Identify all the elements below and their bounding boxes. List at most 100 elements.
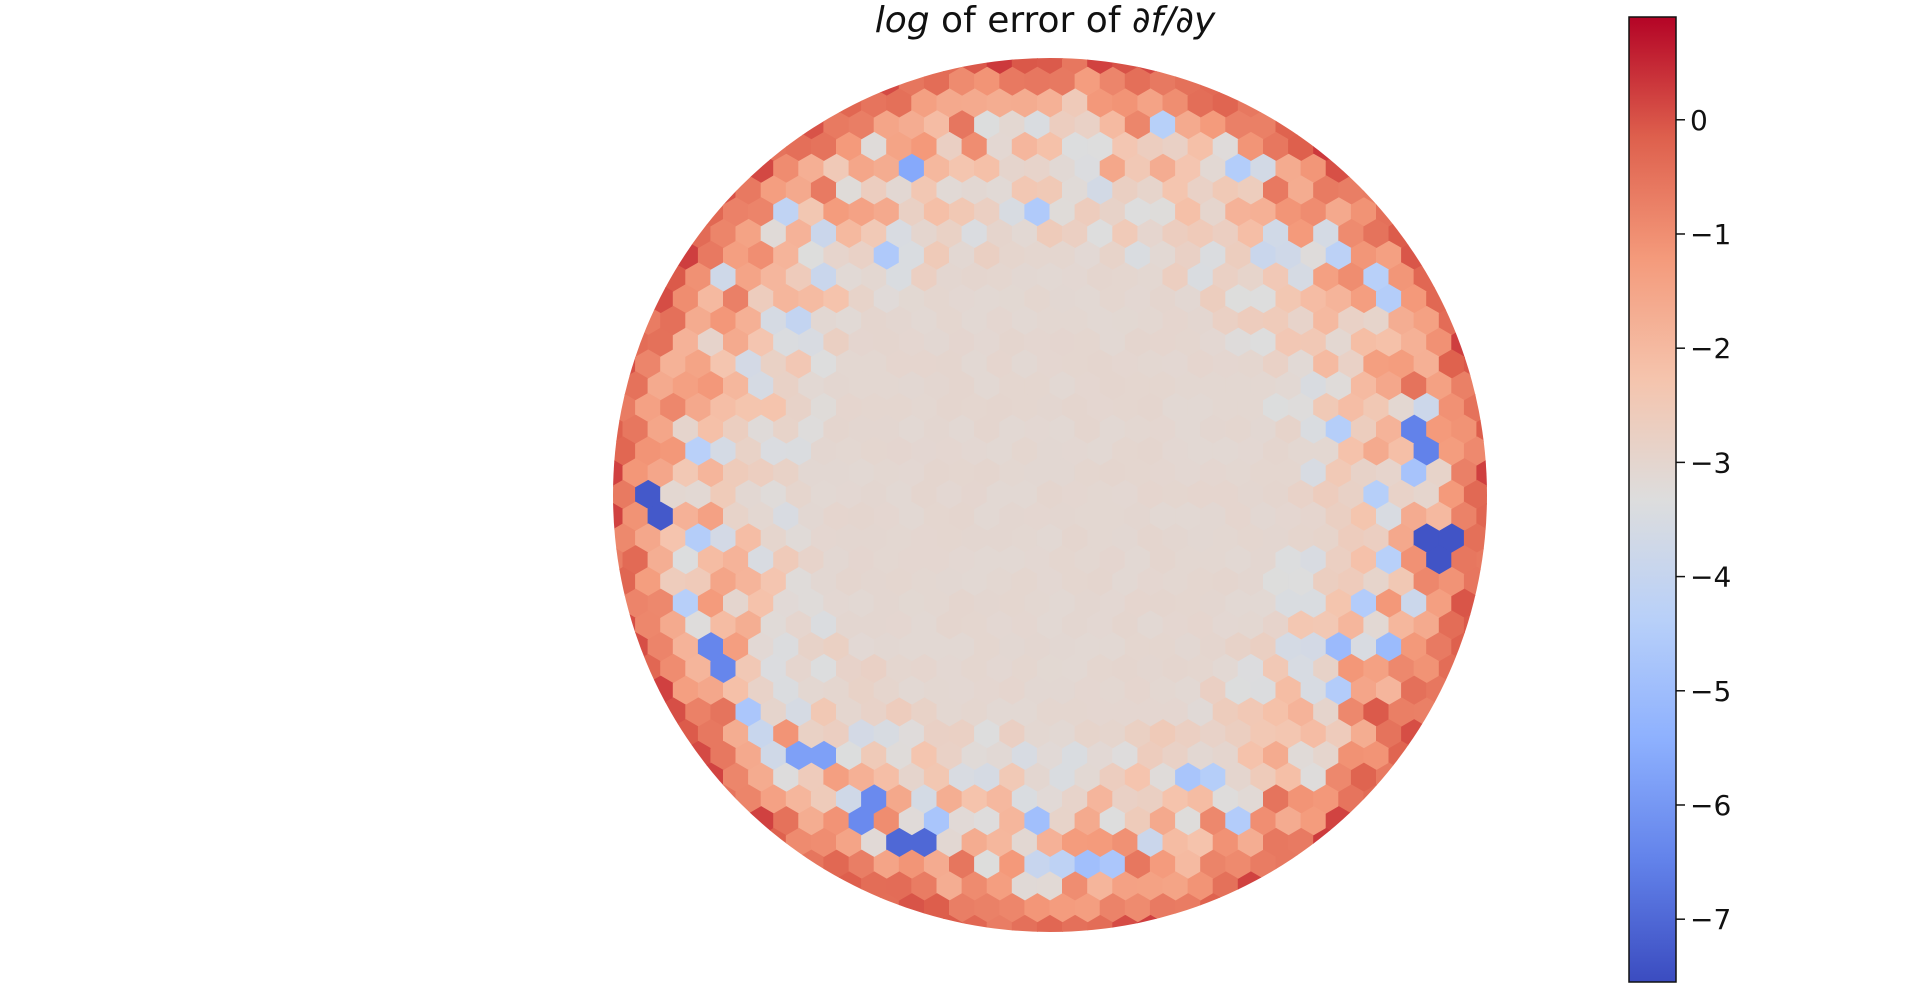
hex-cell (1212, 566, 1239, 598)
hex-cell (1124, 414, 1151, 445)
hex-cell (1338, 740, 1365, 772)
hex-cell (861, 610, 888, 641)
hex-cell (1049, 284, 1076, 315)
hex-cell (1074, 675, 1101, 706)
hex-cell (1237, 218, 1264, 250)
hex-cell (1388, 436, 1415, 467)
hex-cell (1401, 284, 1428, 315)
hex-cell (1363, 653, 1390, 685)
hex-cell (760, 523, 787, 554)
hex-cell (760, 697, 787, 728)
hex-cell (748, 240, 775, 271)
hex-cell (647, 632, 674, 663)
hex-cell (1300, 458, 1327, 489)
hex-cell (911, 218, 938, 250)
hex-cell (1124, 153, 1151, 184)
hex-cell (798, 458, 825, 489)
hex-cell (1049, 458, 1076, 489)
hex-cell (1024, 284, 1051, 315)
hex-cell (1074, 371, 1101, 402)
hex-cell (1175, 719, 1202, 750)
hex-cell (1036, 914, 1064, 932)
hex-cell (1476, 588, 1487, 619)
hex-cell (1112, 349, 1139, 380)
hex-cell (1074, 327, 1101, 358)
hex-cell (1200, 501, 1227, 532)
hex-cell (1087, 479, 1114, 511)
hex-cell (1024, 893, 1051, 924)
hex-cell (1162, 218, 1189, 250)
hex-cell (760, 175, 787, 206)
hex-cell (923, 762, 951, 793)
hex-cell (999, 458, 1026, 489)
hex-cell (848, 371, 875, 402)
hex-cell (1451, 458, 1478, 489)
hex-cell (685, 566, 712, 598)
hex-cell (961, 218, 988, 250)
hex-cell (1099, 719, 1126, 750)
hex-cell (1187, 740, 1214, 772)
hex-cell (1350, 588, 1377, 619)
hex-cell (848, 501, 875, 532)
hex-cell (1099, 632, 1126, 663)
hex-cell (1200, 675, 1227, 706)
hex-cell (1225, 632, 1252, 663)
hex-cell (1288, 436, 1315, 467)
hex-cell (898, 414, 925, 445)
hex-cell (1036, 871, 1064, 902)
hex-cell (1074, 632, 1101, 663)
hex-cell (848, 806, 875, 837)
hex-cell (685, 262, 712, 293)
hex-cell (723, 632, 750, 663)
hex-cell (1263, 523, 1290, 554)
hex-cell (1011, 175, 1038, 206)
hex-cell (936, 305, 963, 337)
hex-cell (1250, 762, 1277, 793)
hex-cell (999, 66, 1026, 97)
hex-cell (911, 305, 938, 337)
hex-cell (999, 849, 1026, 880)
hex-cell (823, 632, 850, 663)
hex-cell (1011, 827, 1038, 859)
hex-cell (911, 479, 938, 511)
hex-cell (873, 849, 900, 880)
hex-cell (1237, 697, 1264, 728)
hex-cell (1413, 653, 1440, 685)
hex-cell (1062, 610, 1089, 641)
hex-cell (949, 240, 976, 271)
hex-cell (1099, 893, 1126, 924)
hex-cell (1087, 653, 1114, 685)
hex-cell (1124, 327, 1151, 358)
hex-cell (986, 305, 1013, 337)
hex-cell (1099, 197, 1126, 228)
hex-cell (1087, 175, 1114, 206)
hex-cell (1149, 762, 1177, 793)
hex-cell (723, 153, 750, 184)
hex-cell (798, 588, 825, 619)
hex-cell (785, 175, 812, 206)
hex-cell (923, 110, 951, 141)
hex-cell (1024, 414, 1051, 445)
hex-cell (974, 849, 1001, 880)
hex-cell (1074, 284, 1101, 315)
hex-cell (1036, 305, 1064, 337)
hex-cell (613, 458, 624, 489)
hex-cell (798, 327, 825, 358)
hex-cell (798, 806, 825, 837)
hex-cell (672, 371, 699, 402)
hex-cell (735, 697, 762, 728)
hex-cell (898, 545, 925, 576)
hex-cell (1212, 175, 1239, 206)
hex-cell (723, 588, 750, 619)
hex-cell (760, 436, 787, 467)
hex-cell (1338, 436, 1365, 467)
hex-cell (1024, 588, 1051, 619)
hex-cell (1036, 262, 1064, 293)
hex-cell (723, 501, 750, 532)
hex-cell (1363, 392, 1390, 424)
hex-cell (735, 436, 762, 467)
hex-cell (773, 240, 800, 271)
hex-cell (1463, 479, 1487, 511)
hex-cell (647, 371, 674, 402)
